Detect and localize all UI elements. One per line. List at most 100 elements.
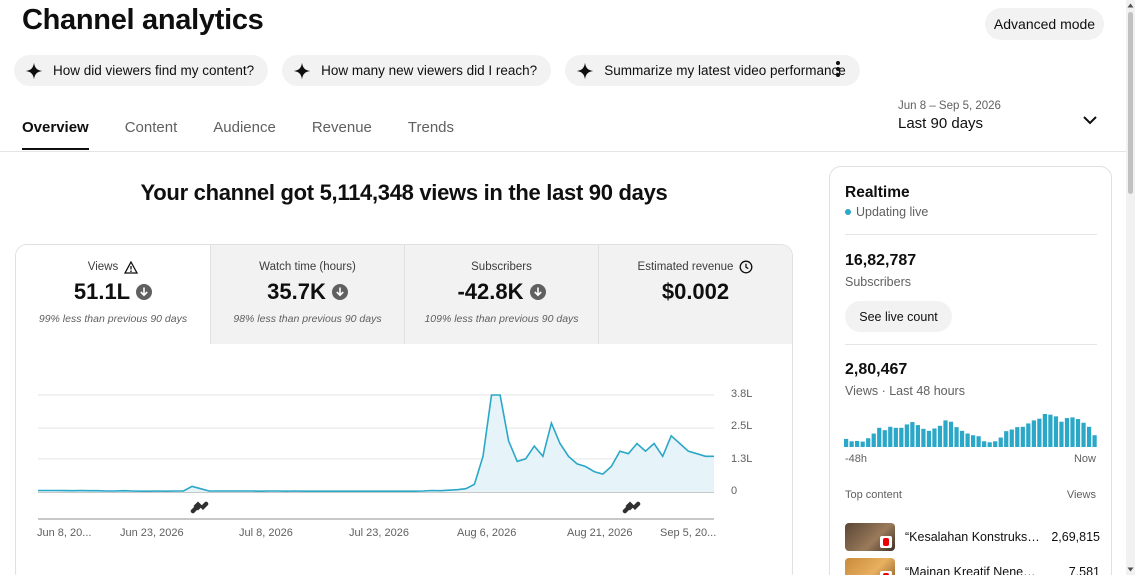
metric-comparison: 109% less than previous 90 days — [424, 313, 579, 325]
scrollbar[interactable] — [1126, 0, 1135, 575]
top-content-row[interactable]: “Mainan Kreatif Nenek Moyang” 7,581 — [845, 557, 1100, 575]
arrow-down-icon — [331, 284, 348, 300]
hourly-view-bar — [910, 422, 915, 447]
hourly-view-bar — [888, 426, 893, 447]
scroll-down-icon[interactable] — [1127, 566, 1134, 573]
hourly-view-bar — [855, 440, 860, 447]
realtime-card: Realtime Updating live 16,82,787 Subscri… — [829, 166, 1112, 575]
hourly-view-bar — [844, 438, 849, 447]
page-title: Channel analytics — [22, 4, 264, 36]
see-live-count-button[interactable]: See live count — [845, 301, 952, 332]
metric-views[interactable]: Views 51.1L 99% less than previous 90 da… — [16, 245, 210, 344]
metric-comparison: 99% less than previous 90 days — [38, 313, 188, 325]
hourly-view-bar — [954, 427, 959, 447]
y-tick-label: 1.3L — [731, 453, 753, 465]
tab-revenue[interactable]: Revenue — [311, 119, 372, 136]
hourly-view-bar — [1064, 418, 1070, 447]
arrow-down-icon — [529, 284, 546, 300]
x-tick-label: Aug 6, 2026 — [457, 527, 517, 539]
x-tick-label: Jul 23, 2026 — [349, 527, 409, 539]
x-tick-label: Jun 23, 2026 — [120, 527, 184, 539]
views-column-label: Views — [1066, 489, 1096, 501]
y-tick-label: 3.8L — [731, 388, 753, 400]
hourly-view-bar — [976, 436, 981, 447]
hourly-view-bar — [965, 433, 970, 447]
tab-audience[interactable]: Audience — [213, 119, 276, 136]
tab-overview[interactable]: Overview — [22, 119, 89, 150]
metric-label: Views — [87, 261, 119, 273]
chip-label: How did viewers find my content? — [53, 63, 255, 78]
hourly-view-bar — [921, 428, 926, 447]
top-content-views: 7,581 — [1068, 565, 1100, 575]
date-range-selector[interactable]: Jun 8 – Sep 5, 2026 Last 90 days — [898, 100, 1001, 132]
views-area — [38, 395, 714, 492]
chip-viewer-sources[interactable]: How did viewers find my content? — [14, 55, 269, 86]
chevron-down-icon[interactable] — [1080, 110, 1100, 130]
hourly-view-bar — [1015, 427, 1020, 447]
hourly-view-bar — [899, 427, 904, 447]
sparkle-icon — [576, 62, 594, 79]
x-tick-label: Jul 8, 2026 — [239, 527, 293, 539]
hourly-view-bar — [904, 424, 909, 447]
top-content-title: “Mainan Kreatif Nenek Moyang” — [905, 565, 1040, 575]
hourly-view-bar — [948, 421, 954, 447]
sparkle-icon — [293, 62, 311, 79]
top-content-row[interactable]: “Kesalahan Konstruksi Bangunan” 2,69,815 — [845, 522, 1100, 552]
hourly-view-bar — [1004, 431, 1009, 447]
subscriber-count: 16,82,787 — [845, 252, 917, 269]
realtime-status-text: Updating live — [856, 205, 929, 219]
realtime-status: Updating live — [845, 205, 928, 219]
divider — [845, 344, 1097, 345]
hourly-view-bar — [998, 437, 1003, 447]
top-content-views: 2,69,815 — [1051, 530, 1100, 544]
views-chart — [38, 394, 714, 520]
metric-value: 35.7K — [267, 279, 326, 304]
tabs-divider — [0, 151, 1126, 152]
chip-label: Summarize my latest video performance — [604, 63, 846, 78]
chip-latest-video[interactable]: Summarize my latest video performance — [565, 55, 860, 86]
metric-label: Subscribers — [471, 261, 532, 273]
more-options-icon[interactable] — [829, 58, 847, 80]
sparkle-icon — [25, 62, 43, 79]
metric-subscribers[interactable]: Subscribers -42.8K 109% less than previo… — [404, 245, 598, 344]
hourly-view-bar — [959, 430, 965, 447]
hourly-view-bar — [971, 435, 976, 447]
advanced-mode-button[interactable]: Advanced mode — [985, 8, 1104, 40]
hourly-view-bar — [1009, 429, 1014, 447]
hourly-view-bar — [982, 441, 987, 447]
metric-comparison: 98% less than previous 90 days — [233, 313, 382, 325]
chip-new-viewers[interactable]: How many new viewers did I reach? — [282, 55, 552, 86]
realtime-views-label: Views · Last 48 hours — [845, 384, 965, 398]
shorts-marker-icon[interactable] — [190, 501, 209, 514]
metric-label: Estimated revenue — [637, 261, 734, 273]
hourly-view-bar — [932, 428, 937, 447]
realtime-views-count: 2,80,467 — [845, 361, 908, 378]
scrollbar-thumb[interactable] — [1128, 12, 1133, 194]
y-tick-label: 2.5L — [731, 420, 753, 432]
video-thumbnail — [845, 523, 895, 551]
hourly-view-bar — [1053, 416, 1059, 447]
metric-tabs: Views 51.1L 99% less than previous 90 da… — [16, 245, 792, 344]
hourly-view-bar — [860, 441, 865, 447]
metric-label: Watch time (hours) — [259, 261, 356, 273]
hourly-view-bar — [1075, 419, 1081, 447]
divider — [845, 234, 1097, 235]
metric-revenue[interactable]: Estimated revenue $0.002 — [598, 245, 792, 344]
hourly-view-bar — [987, 442, 992, 447]
x-tick-label: Aug 21, 2026 — [567, 527, 633, 539]
metric-watch-time[interactable]: Watch time (hours) 35.7K 98% less than p… — [210, 245, 404, 344]
arrow-down-icon — [136, 284, 153, 300]
tab-trends[interactable]: Trends — [407, 119, 455, 136]
shorts-marker-icon[interactable] — [622, 501, 641, 514]
hourly-view-bar — [915, 425, 920, 447]
warning-icon — [124, 260, 139, 274]
hourly-view-bar — [849, 441, 854, 447]
analytics-tabs: Overview Content Audience Revenue Trends — [22, 119, 454, 150]
scroll-up-icon[interactable] — [1127, 2, 1134, 9]
hourly-view-bar — [1026, 423, 1031, 447]
metric-value: 51.1L — [73, 279, 131, 304]
realtime-views-bars — [844, 414, 1097, 447]
hourly-view-bar — [1086, 426, 1092, 447]
tab-content[interactable]: Content — [124, 119, 178, 136]
